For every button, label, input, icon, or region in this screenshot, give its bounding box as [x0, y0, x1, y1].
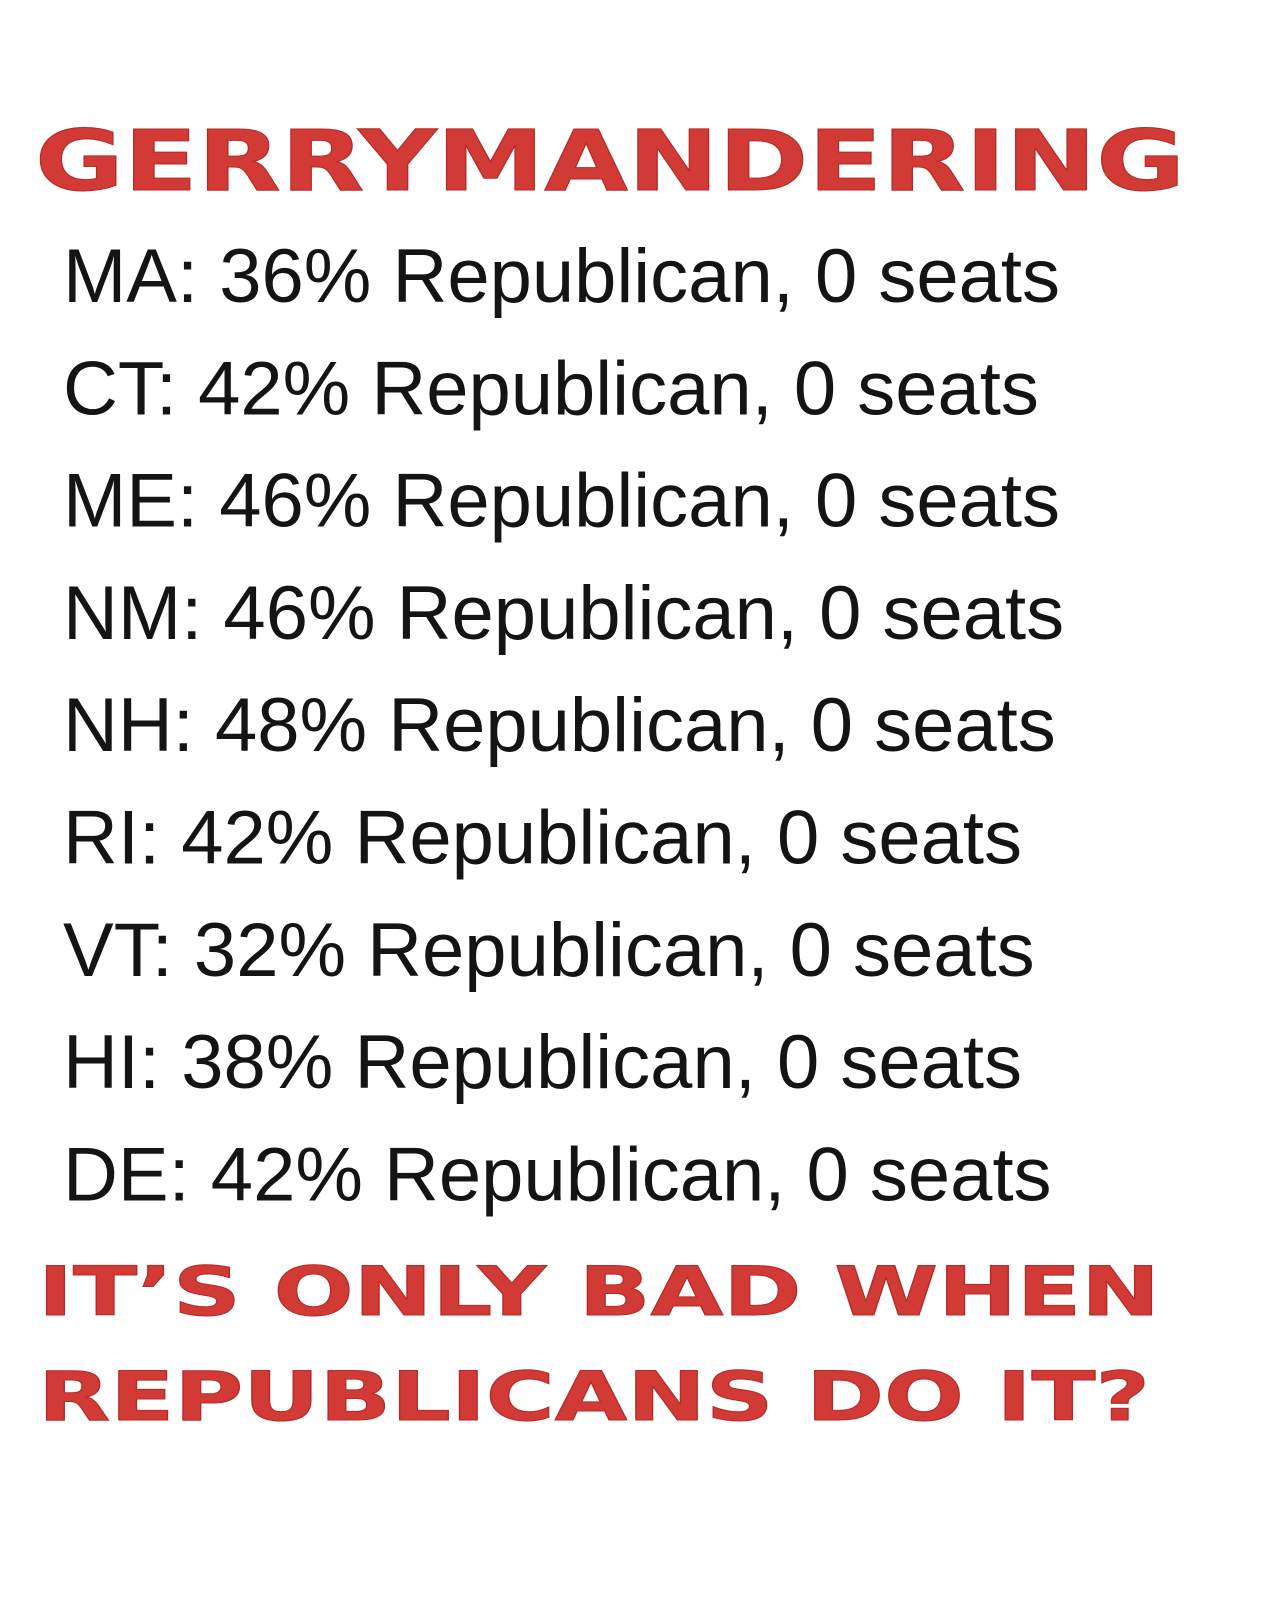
- footer-line: REPUBLICANS DO IT?: [38, 1358, 1150, 1437]
- title: GERRYMANDERING: [35, 112, 1185, 210]
- footer-line: IT’S ONLY BAD WHEN: [38, 1253, 1160, 1332]
- state-row: CT: 42% Republican, 0 seats: [63, 346, 1039, 431]
- state-row: ME: 46% Republican, 0 seats: [63, 459, 1060, 544]
- state-row: NH: 48% Republican, 0 seats: [63, 683, 1056, 768]
- state-row: VT: 32% Republican, 0 seats: [63, 908, 1035, 993]
- state-row: HI: 38% Republican, 0 seats: [63, 1020, 1022, 1105]
- state-row: DE: 42% Republican, 0 seats: [63, 1132, 1052, 1217]
- state-row: NM: 46% Republican, 0 seats: [63, 571, 1064, 656]
- state-row: RI: 42% Republican, 0 seats: [63, 796, 1022, 881]
- rows: MA: 36% Republican, 0 seats CT: 42% Repub…: [63, 234, 1064, 1217]
- state-row: MA: 36% Republican, 0 seats: [63, 234, 1060, 319]
